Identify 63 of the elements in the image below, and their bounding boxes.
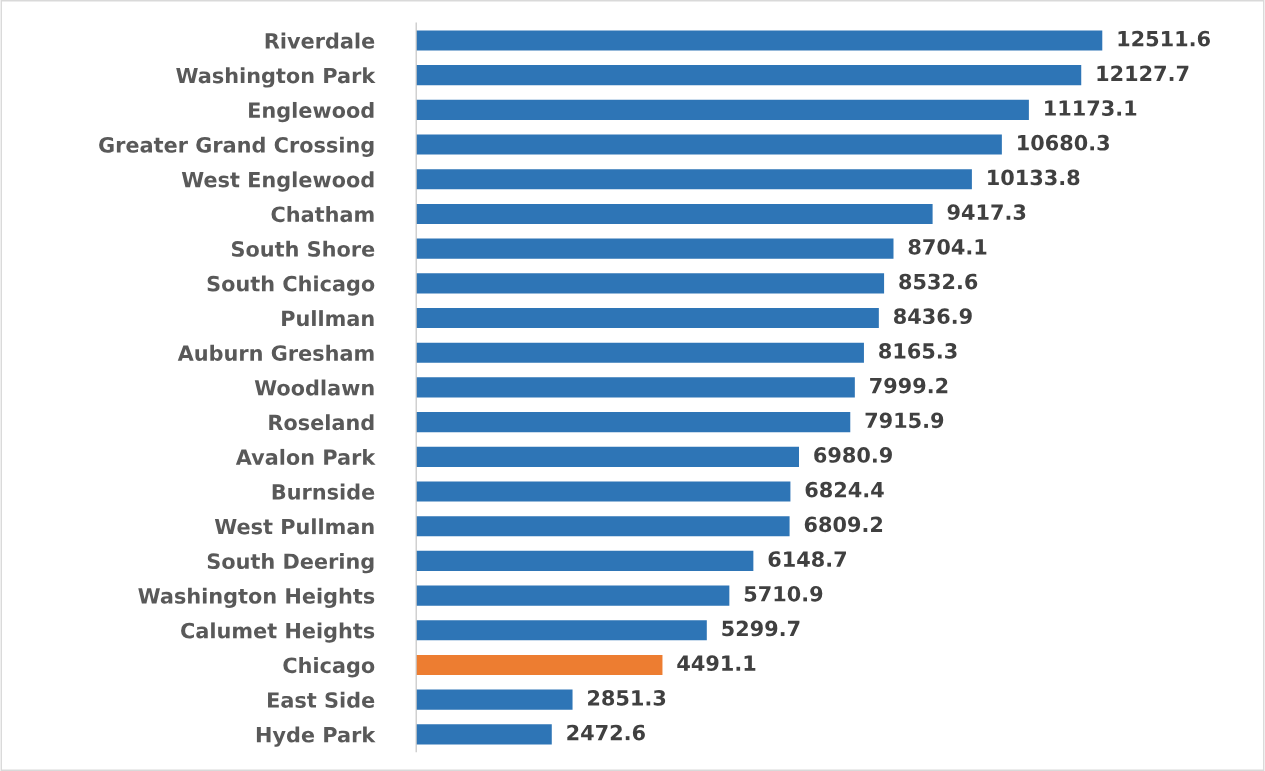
data-label: 7999.2 xyxy=(870,377,948,394)
bar xyxy=(416,585,730,606)
data-label: 8704.1 xyxy=(908,238,987,255)
data-label: 8532.6 xyxy=(899,273,978,290)
y-tick-label: Englewood xyxy=(249,101,374,123)
y-tick-label: Hyde Park xyxy=(256,726,376,747)
bar xyxy=(416,377,855,398)
y-tick-label: Avalon Park xyxy=(235,448,376,466)
y-tick-label: Burnside xyxy=(272,483,375,500)
bar xyxy=(416,30,1103,51)
y-tick-label: Chicago xyxy=(283,657,375,678)
data-label: 2851.3 xyxy=(588,689,666,706)
bar xyxy=(416,273,885,294)
data-label: 8165.3 xyxy=(879,343,957,359)
data-label: 4491.1 xyxy=(677,655,756,672)
y-tick-label: South Deering xyxy=(207,552,374,574)
y-tick-label: Auburn Gresham xyxy=(177,344,374,361)
bar xyxy=(416,169,972,190)
bar xyxy=(416,134,1002,155)
data-label: 6148.7 xyxy=(768,551,846,567)
y-tick-label: Chatham xyxy=(271,206,374,223)
data-label: 8436.9 xyxy=(894,308,972,325)
bar xyxy=(416,342,864,363)
y-tick-label: South Chicago xyxy=(207,275,375,296)
bar xyxy=(416,446,799,467)
data-label: 11173.1 xyxy=(1045,100,1137,116)
data-label: 6824.4 xyxy=(805,481,884,498)
data-label: 9417.3 xyxy=(947,204,1026,220)
data-label: 5299.7 xyxy=(722,620,800,637)
y-tick-label: Greater Grand Crossing xyxy=(99,136,374,157)
bar xyxy=(416,307,879,329)
bar xyxy=(416,238,894,259)
data-label: 10133.8 xyxy=(988,169,1080,186)
y-tick-label: Washington Heights xyxy=(138,587,375,609)
bar xyxy=(416,620,707,641)
bar xyxy=(416,689,573,710)
data-label: 10680.3 xyxy=(1018,134,1109,151)
data-label: 12511.6 xyxy=(1118,30,1210,47)
data-label: 2472.6 xyxy=(567,724,645,741)
y-tick-label: Woodlawn xyxy=(254,379,374,396)
y-tick-label: West Pullman xyxy=(214,518,374,535)
y-tick-label: Roseland xyxy=(269,414,374,431)
bar xyxy=(416,724,552,745)
bar xyxy=(416,654,663,676)
data-label: 12127.7 xyxy=(1097,65,1189,81)
bar xyxy=(416,550,754,571)
bar xyxy=(416,65,1082,86)
y-tick-label: Pullman xyxy=(282,310,374,327)
y-tick-label: Washington Park xyxy=(176,67,376,88)
bar xyxy=(416,481,791,502)
bar xyxy=(416,412,851,433)
y-tick-label: Calumet Heights xyxy=(181,622,375,643)
y-tick-label: South Shore xyxy=(231,240,375,257)
data-label: 6809.2 xyxy=(804,516,883,533)
data-label: 7915.9 xyxy=(865,412,944,429)
bar xyxy=(416,516,790,537)
y-tick-label: East Side xyxy=(268,691,375,708)
data-label: 6980.9 xyxy=(814,447,892,463)
bar xyxy=(416,203,933,225)
bar xyxy=(416,99,1029,120)
y-tick-label: West Englewood xyxy=(181,171,374,192)
data-label: 5710.9 xyxy=(744,585,823,602)
y-tick-label: Riverdale xyxy=(265,32,375,49)
